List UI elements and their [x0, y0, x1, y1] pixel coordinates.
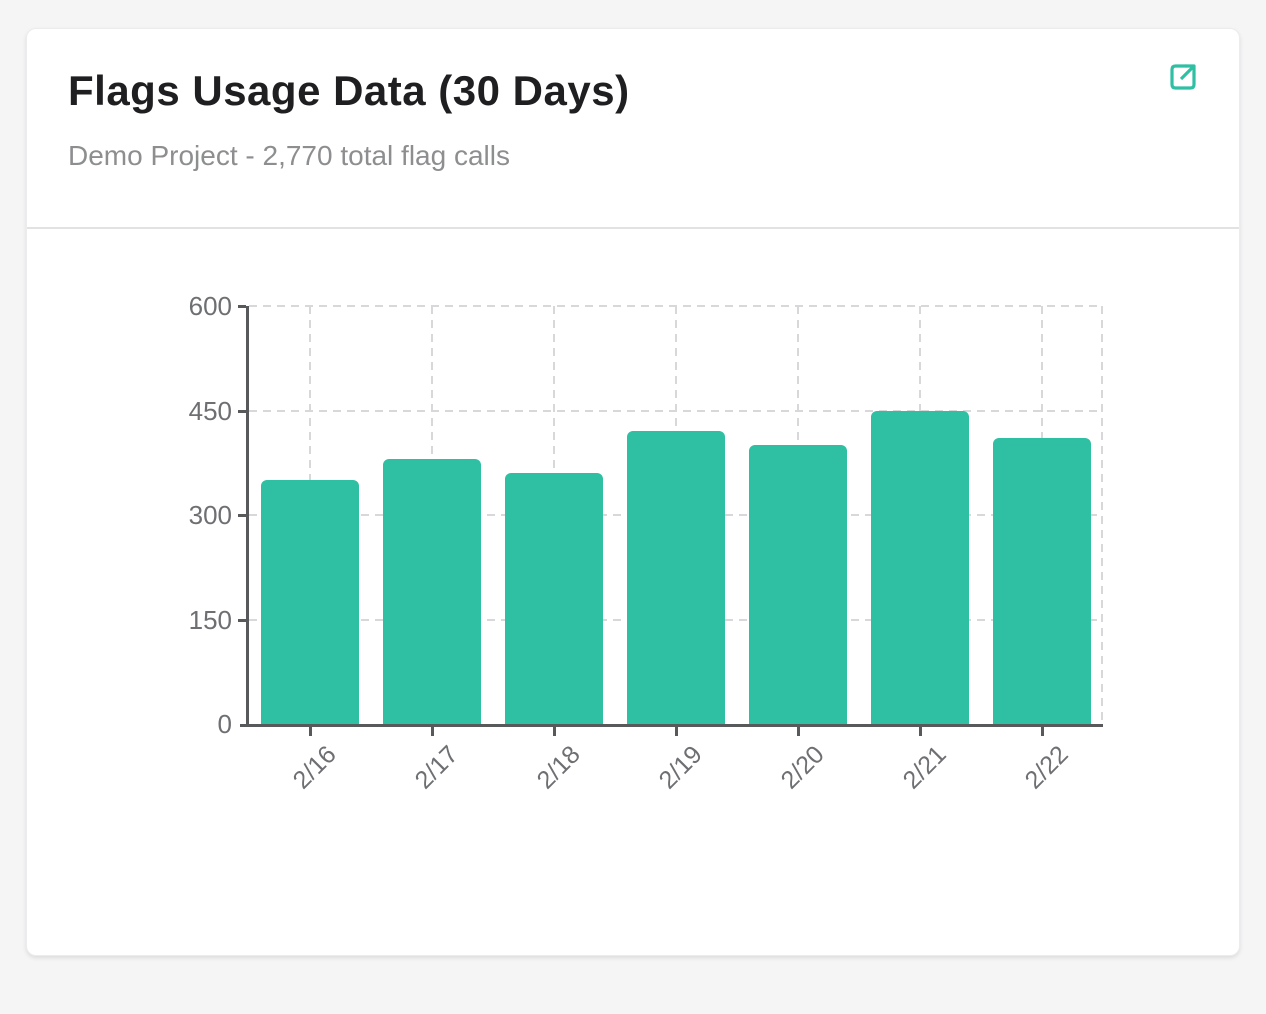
- y-tick: [238, 514, 246, 517]
- x-tick: [918, 727, 922, 736]
- y-tick-label: 300: [188, 500, 232, 530]
- x-tick: [796, 727, 800, 736]
- x-tick-label: 2/19: [653, 740, 709, 795]
- card-header: Flags Usage Data (30 Days) Demo Project …: [27, 29, 1239, 229]
- x-tick-label: 2/16: [287, 740, 343, 795]
- plot-area: 0 150 300 450 600 2/16 2/17 2/18 2/19 2/20 2/21 2/2…: [189, 291, 1103, 795]
- y-tick: [238, 305, 246, 308]
- x-axis-line: [240, 724, 1103, 727]
- x-tick-label: 2/21: [897, 740, 953, 795]
- bar[interactable]: [627, 431, 725, 724]
- x-tick-label: 2/20: [775, 740, 831, 795]
- flags-usage-card: Flags Usage Data (30 Days) Demo Project …: [26, 28, 1240, 956]
- bar[interactable]: [383, 459, 481, 724]
- expand-button[interactable]: [1163, 57, 1203, 97]
- y-tick-label: 150: [188, 604, 232, 635]
- external-link-icon: [1170, 64, 1196, 90]
- y-tick-label: 600: [188, 291, 232, 321]
- y-tick-label: 0: [217, 709, 232, 739]
- x-tick-label: 2/17: [409, 740, 465, 795]
- x-tick-label: 2/22: [1019, 740, 1075, 795]
- x-tick: [1040, 727, 1044, 736]
- gridline-v: [1101, 306, 1103, 724]
- y-tick: [238, 409, 246, 413]
- card-subtitle: Demo Project - 2,770 total flag calls: [68, 140, 510, 171]
- bar[interactable]: [871, 410, 969, 724]
- x-tick: [430, 727, 434, 736]
- bar[interactable]: [505, 473, 603, 724]
- y-tick: [238, 618, 246, 622]
- y-axis-line: [246, 306, 249, 727]
- x-tick-label: 2/18: [531, 740, 587, 795]
- x-tick: [308, 727, 312, 736]
- x-tick: [674, 727, 678, 736]
- bar[interactable]: [749, 445, 847, 724]
- bar[interactable]: [261, 480, 359, 724]
- card-title: Flags Usage Data (30 Days): [68, 67, 630, 114]
- y-tick-label: 450: [188, 395, 232, 426]
- x-tick: [552, 727, 556, 736]
- bar[interactable]: [993, 438, 1091, 724]
- bar-chart: 0 150 300 450 600 2/16 2/17 2/18 2/19 2/20 2/21 2/2…: [27, 229, 1239, 955]
